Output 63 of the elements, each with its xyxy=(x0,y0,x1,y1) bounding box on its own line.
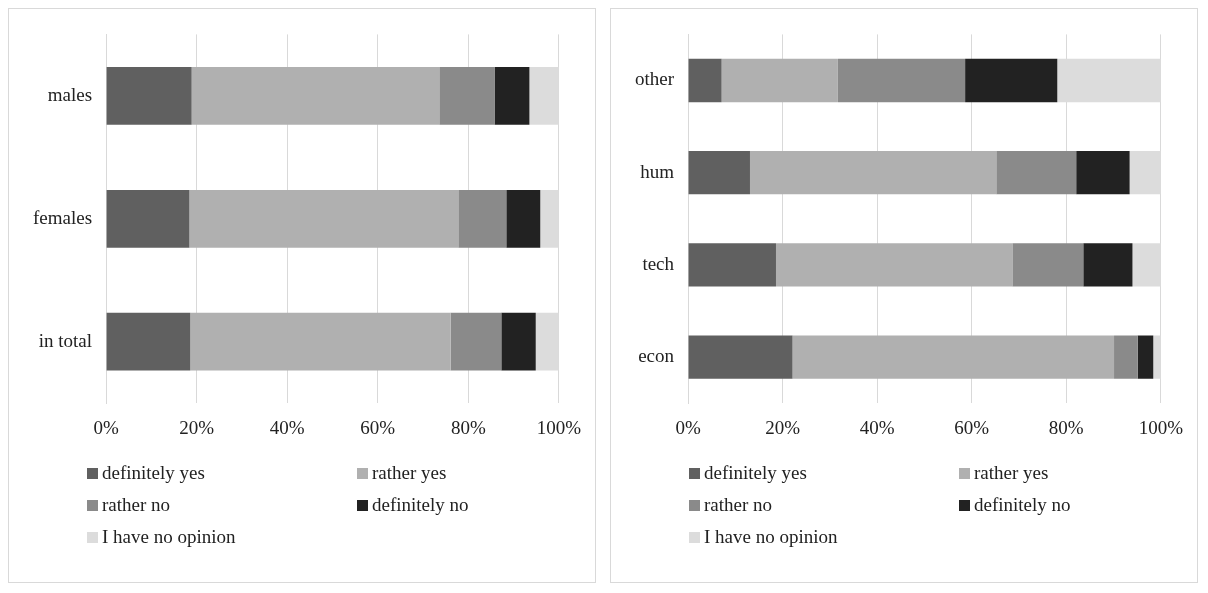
x-tick-label: 100% xyxy=(1138,416,1184,438)
y-tick-label: hum xyxy=(640,160,675,182)
y-tick-label: tech xyxy=(642,252,675,274)
y-tick-label: econ xyxy=(638,345,675,367)
bar xyxy=(1153,335,1161,379)
bar xyxy=(190,312,451,371)
bar xyxy=(775,243,1013,287)
legend-label: definitely no xyxy=(974,494,1071,516)
bar xyxy=(688,151,750,195)
bar xyxy=(1012,243,1084,287)
y-tick-label: females xyxy=(33,206,93,228)
legend-label: definitely yes xyxy=(704,462,807,484)
x-tick-label: 100% xyxy=(536,416,582,438)
x-tick-label: 20% xyxy=(179,416,215,438)
bar xyxy=(106,189,190,248)
legend-label: definitely yes xyxy=(102,462,205,484)
x-tick-label: 0% xyxy=(93,416,119,438)
x-tick-label: 60% xyxy=(360,416,396,438)
bar xyxy=(965,58,1058,103)
bar xyxy=(529,66,559,125)
bar xyxy=(1129,151,1161,195)
bar xyxy=(749,151,997,195)
legend-label: rather yes xyxy=(372,462,447,484)
x-tick-label: 40% xyxy=(269,416,305,438)
bar xyxy=(1132,243,1161,287)
bar xyxy=(996,151,1077,195)
x-tick-label: 20% xyxy=(765,416,801,438)
x-tick-label: 80% xyxy=(1048,416,1084,438)
bar xyxy=(501,312,536,371)
bar xyxy=(1114,335,1138,379)
bar xyxy=(439,66,495,125)
bar xyxy=(721,58,838,103)
y-tick-label: other xyxy=(634,68,675,90)
legend-label: definitely no xyxy=(372,494,469,516)
bar xyxy=(494,66,530,125)
y-tick-label: in total xyxy=(38,329,93,351)
x-tick-label: 80% xyxy=(450,416,486,438)
legend-label: I have no opinion xyxy=(704,526,838,548)
y-tick-label: males xyxy=(47,83,93,105)
bar xyxy=(1137,335,1154,379)
bar xyxy=(1076,151,1130,195)
bar xyxy=(837,58,966,103)
x-tick-label: 60% xyxy=(954,416,990,438)
bar xyxy=(506,189,541,248)
bar xyxy=(458,189,507,248)
bar xyxy=(106,66,192,125)
bar xyxy=(106,312,191,371)
bar xyxy=(450,312,502,371)
bar xyxy=(191,66,440,125)
bar xyxy=(792,335,1115,379)
bar xyxy=(688,335,793,379)
legend-label: rather no xyxy=(704,494,773,516)
bar xyxy=(189,189,459,248)
legend-label: rather yes xyxy=(974,462,1049,484)
bar xyxy=(688,243,776,287)
bar xyxy=(688,58,722,103)
x-tick-label: 0% xyxy=(675,416,701,438)
bar xyxy=(540,189,559,248)
legend-label: I have no opinion xyxy=(102,526,236,548)
bar xyxy=(535,312,559,371)
legend-label: rather no xyxy=(102,494,171,516)
x-tick-label: 40% xyxy=(859,416,895,438)
bar xyxy=(1083,243,1133,287)
